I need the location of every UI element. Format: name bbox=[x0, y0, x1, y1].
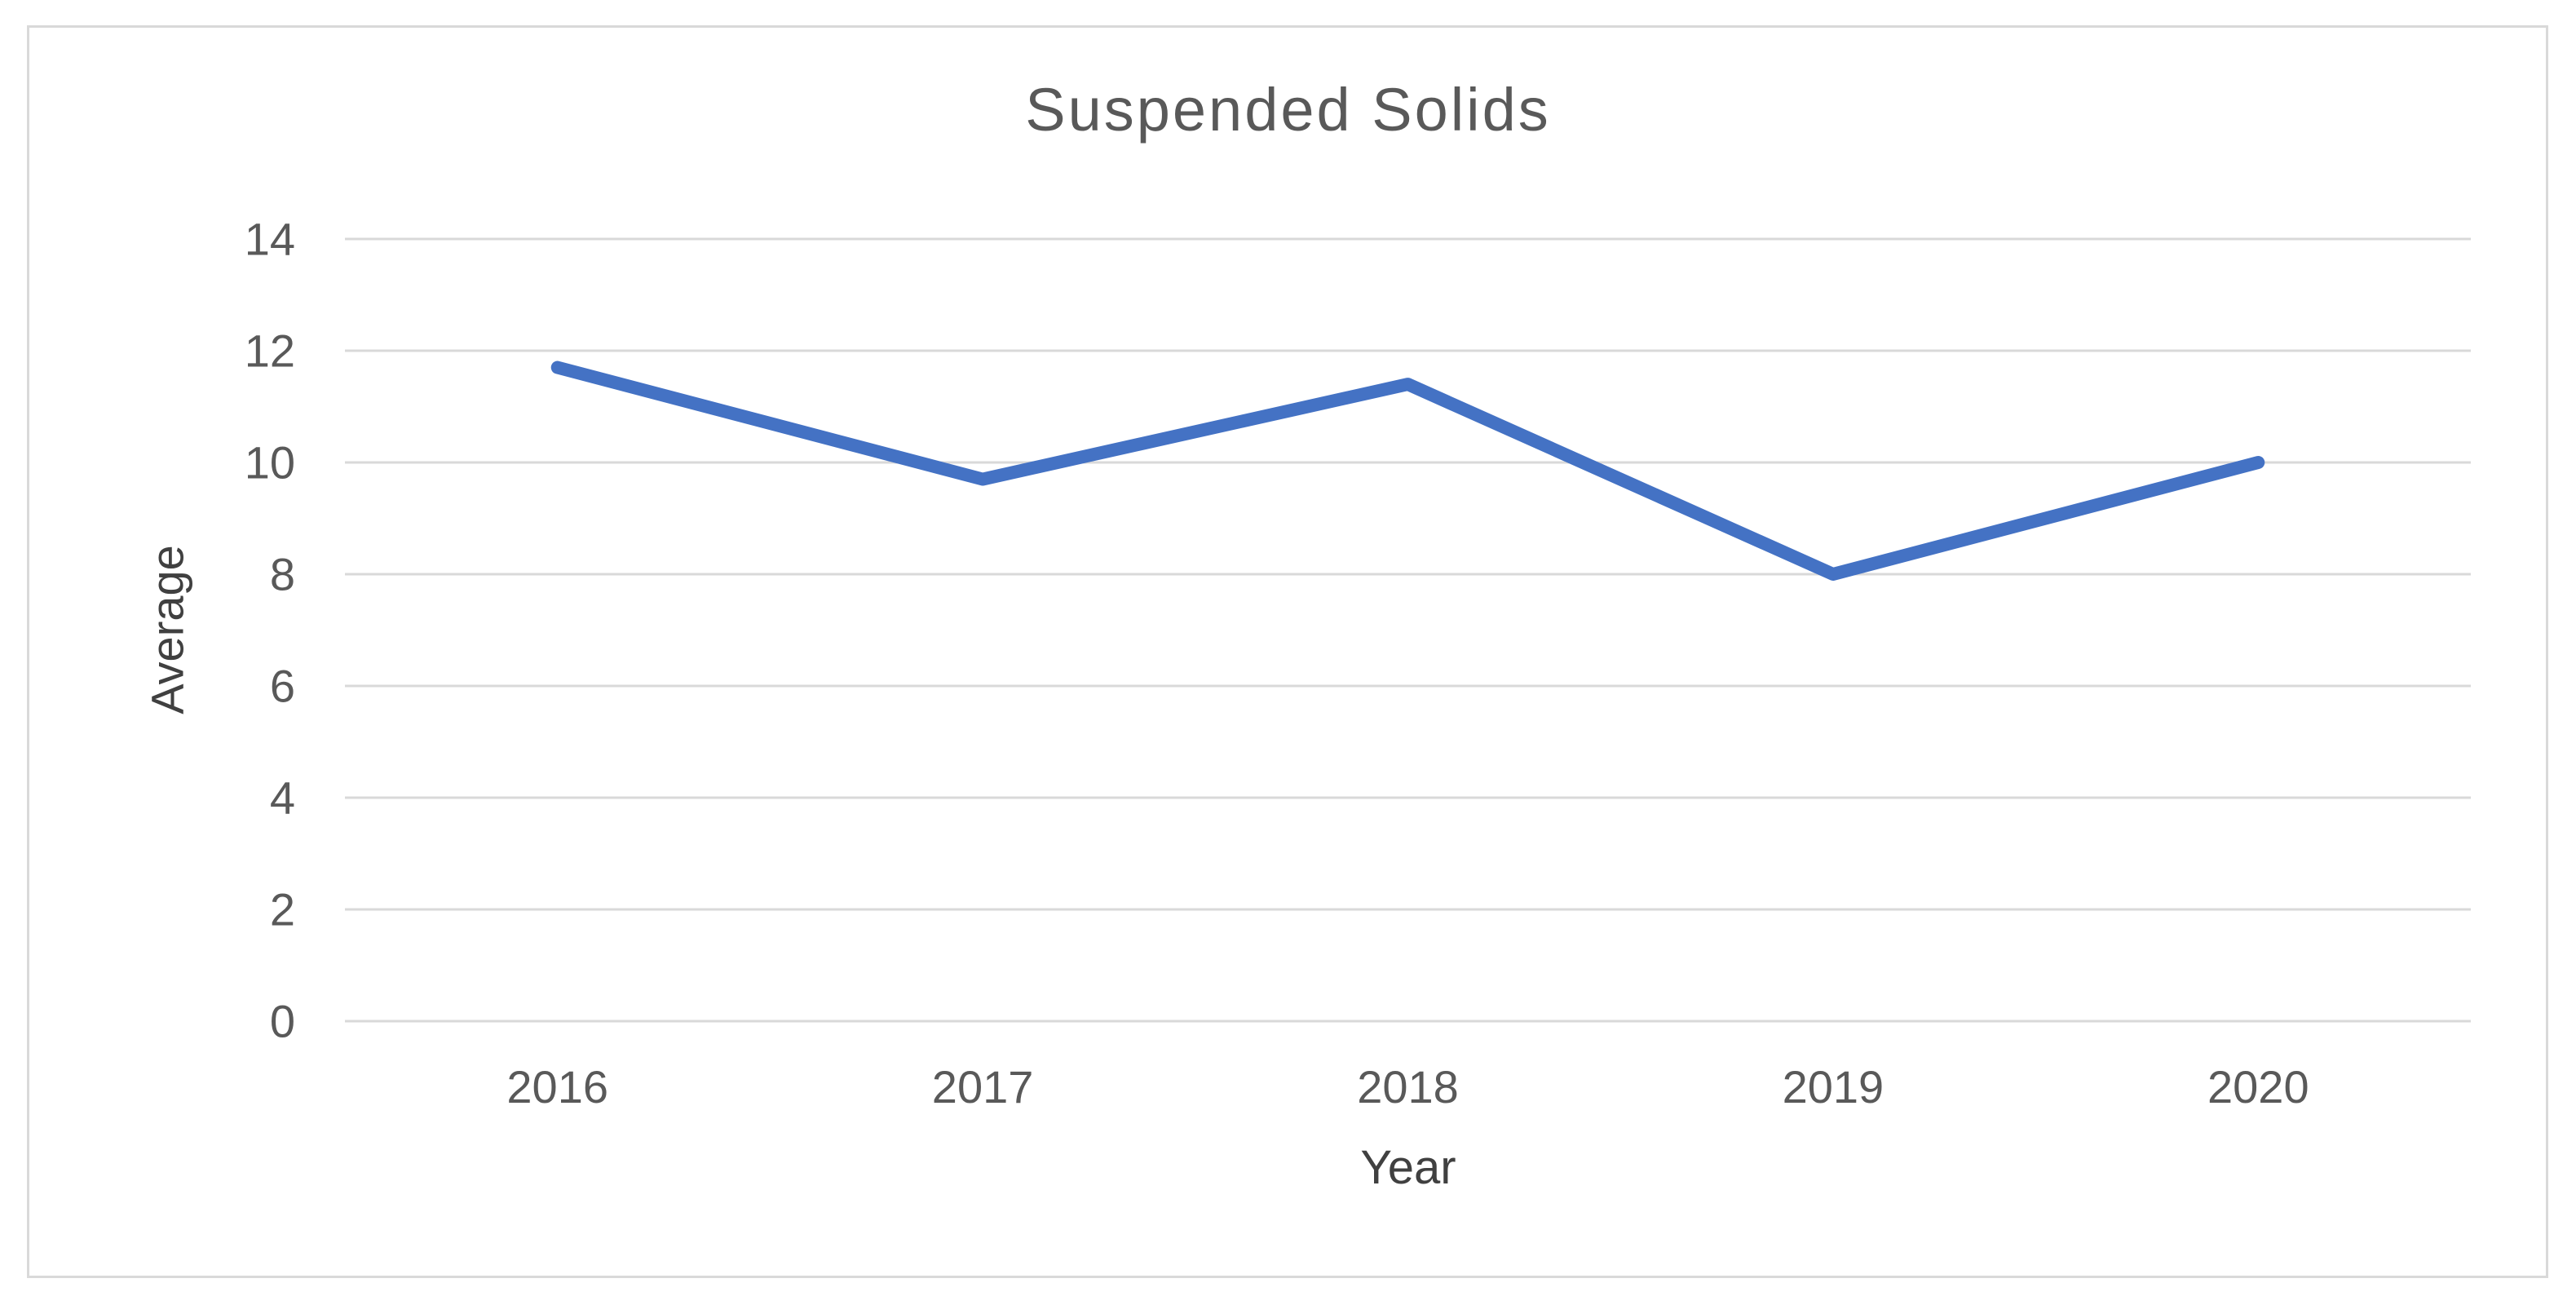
chart-title: Suspended Solids bbox=[1025, 76, 1551, 144]
y-axis-tick-label: 12 bbox=[244, 325, 295, 377]
x-axis-tick-label: 2020 bbox=[2207, 1061, 2309, 1113]
y-axis-tick-label: 8 bbox=[269, 548, 295, 600]
y-axis-tick-label: 6 bbox=[269, 660, 295, 712]
x-axis-tick-label: 2017 bbox=[931, 1061, 1034, 1113]
y-axis-tick-label: 4 bbox=[269, 772, 295, 824]
x-axis-title: Year bbox=[1360, 1141, 1456, 1194]
y-axis-tick-label: 0 bbox=[269, 995, 295, 1047]
chart-frame bbox=[27, 25, 2548, 1278]
x-axis-tick-label: 2016 bbox=[506, 1061, 608, 1113]
y-axis-title: Average bbox=[141, 545, 193, 714]
y-axis-tick-label: 2 bbox=[269, 883, 295, 936]
y-axis-tick-label: 10 bbox=[244, 436, 295, 489]
x-axis-tick-label: 2018 bbox=[1357, 1061, 1459, 1113]
x-axis-tick-label: 2019 bbox=[1782, 1061, 1885, 1113]
data-line-average bbox=[550, 361, 2265, 581]
y-axis-tick-label: 14 bbox=[244, 213, 295, 265]
